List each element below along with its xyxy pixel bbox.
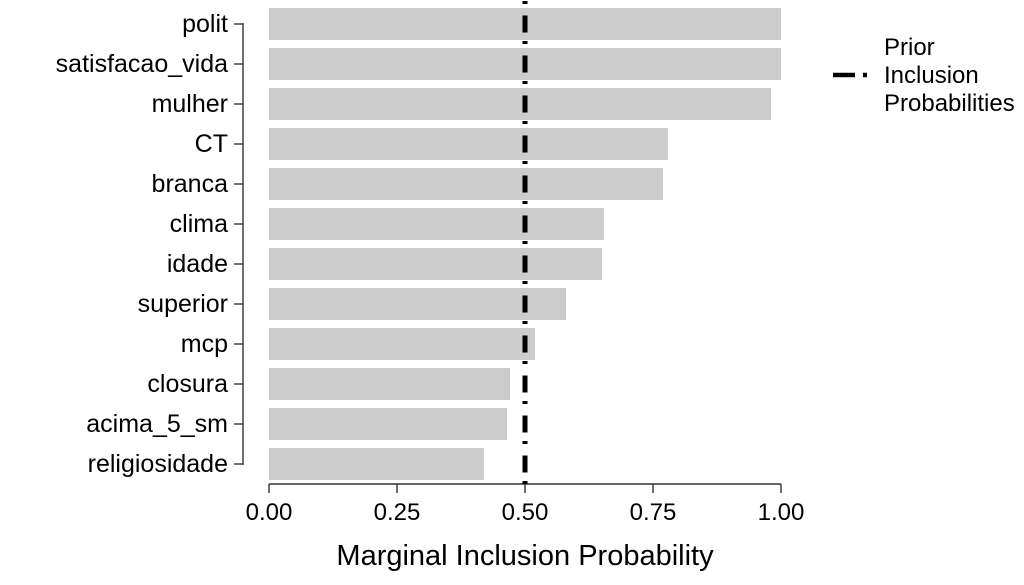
bar-mcp: [269, 328, 536, 360]
bar-religiosidade: [269, 448, 484, 480]
legend-label-line: Inclusion: [884, 62, 979, 89]
bar-polit: [269, 8, 781, 40]
y-axis-label-superior: superior: [137, 290, 228, 318]
legend-label-line: Probabilities: [884, 90, 1015, 117]
legend-label-line: Prior: [884, 34, 935, 61]
bar-superior: [269, 288, 566, 320]
bar-clima: [269, 208, 605, 240]
bar-CT: [269, 128, 669, 160]
y-axis-label-religiosidade: religiosidade: [87, 450, 228, 478]
y-axis-label-polit: polit: [182, 10, 228, 38]
y-axis-label-CT: CT: [194, 130, 228, 158]
x-tick-label-0.75: 0.75: [629, 499, 677, 526]
y-axis-label-acima_5_sm: acima_5_sm: [86, 410, 228, 438]
x-tick-label-1.00: 1.00: [757, 499, 805, 526]
y-axis-label-mulher: mulher: [151, 90, 228, 118]
legend-label: Prior Inclusion Probabilities: [884, 34, 1015, 118]
bar-acima_5_sm: [269, 408, 508, 440]
y-axis-label-closura: closura: [147, 370, 228, 398]
bar-satisfacao_vida: [269, 48, 781, 80]
y-axis-label-idade: idade: [166, 250, 228, 278]
y-axis-label-mcp: mcp: [180, 330, 228, 358]
x-axis-title: Marginal Inclusion Probability: [336, 540, 714, 572]
y-axis-label-branca: branca: [151, 170, 228, 198]
y-axis-label-satisfacao_vida: satisfacao_vida: [55, 50, 228, 78]
bar-idade: [269, 248, 602, 280]
bar-mulher: [269, 88, 771, 120]
x-tick-label-0.50: 0.50: [501, 499, 549, 526]
bar-branca: [269, 168, 664, 200]
x-tick-label-0.00: 0.00: [245, 499, 293, 526]
x-tick-label-0.25: 0.25: [373, 499, 421, 526]
y-axis-label-clima: clima: [169, 210, 228, 238]
bar-closura: [269, 368, 510, 400]
